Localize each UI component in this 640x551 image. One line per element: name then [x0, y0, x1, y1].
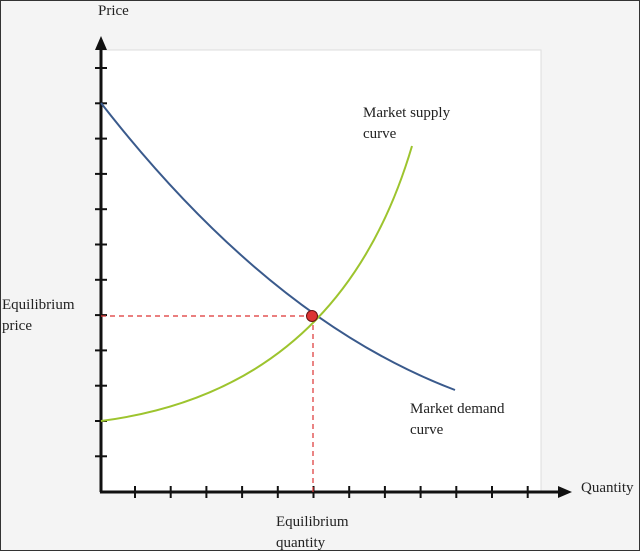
axes — [99, 48, 562, 494]
y-axis-label: Price — [98, 3, 129, 19]
equilibrium-quantity-label: Equilibrium — [276, 514, 349, 530]
y-arrow — [95, 36, 107, 50]
demand-label: Market demand — [410, 401, 505, 417]
supply-curve — [100, 145, 413, 422]
demand-curve — [100, 102, 456, 391]
equilibrium-price-label: Equilibrium — [2, 297, 75, 313]
supply-label: curve — [363, 126, 397, 142]
supply-label: Market supply — [363, 105, 451, 121]
demand-label: curve — [410, 422, 444, 438]
x-arrow — [558, 486, 572, 498]
equilibrium-guides — [101, 315, 314, 492]
ticks — [95, 67, 529, 498]
equilibrium-price-label: price — [2, 318, 32, 334]
x-axis-label: Quantity — [581, 480, 634, 496]
equilibrium-quantity-label: quantity — [276, 535, 326, 551]
equilibrium-point — [306, 310, 318, 322]
plot-panel — [99, 49, 542, 494]
